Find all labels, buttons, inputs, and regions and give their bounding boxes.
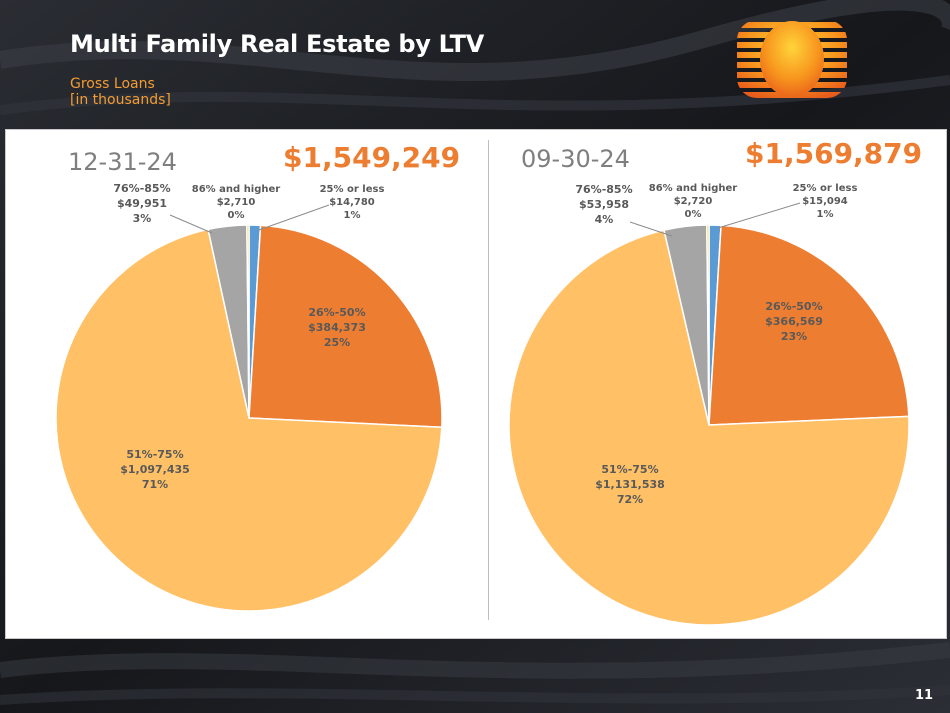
pie-1-percent-label-1: 23%	[781, 330, 807, 343]
pie-1-value-label-1: $366,569	[765, 315, 823, 328]
panel-divider	[488, 140, 489, 620]
total-left: $1,549,249	[283, 141, 461, 174]
pie-0-percent-label-4: 0%	[228, 210, 245, 221]
pie-1-category-label-1: 26%-50%	[765, 300, 822, 313]
pie-0-percent-label-1: 25%	[324, 336, 350, 349]
pie-0-category-label-2: 51%-75%	[126, 448, 183, 461]
pie-0-slice-2	[55, 228, 443, 612]
pie-0-percent-label-0: 1%	[344, 210, 361, 221]
pie-1-leader-0	[717, 202, 801, 229]
page-title: Multi Family Real Estate by LTV	[70, 30, 485, 58]
pie-0-value-label-4: $2,710	[217, 197, 256, 208]
pie-1-category-label-4: 86% and higher	[649, 183, 738, 194]
pie-1-leader-3	[629, 221, 673, 237]
pie-1-slice-2	[508, 229, 910, 626]
pie-1-category-label-3: 76%-85%	[575, 183, 632, 196]
pie-0-category-label-4: 86% and higher	[192, 184, 281, 195]
company-logo	[737, 21, 847, 98]
pie-0-value-label-0: $14,780	[329, 197, 375, 208]
pie-0-percent-label-3: 3%	[133, 212, 152, 225]
total-right: $1,569,879	[745, 137, 923, 170]
pie-0-value-label-1: $384,373	[308, 321, 366, 334]
pie-0-percent-label-2: 71%	[142, 478, 168, 491]
pie-1-percent-label-3: 4%	[595, 213, 614, 226]
pie-1-slice-4	[706, 224, 710, 426]
period-label-left: 12-31-24	[68, 148, 177, 176]
pie-1-value-label-0: $15,094	[802, 196, 848, 207]
pie-0-slice-1	[248, 224, 443, 429]
pie-1-percent-label-2: 72%	[617, 493, 643, 506]
pie-0-value-label-3: $49,951	[117, 197, 167, 210]
pie-1-value-label-4: $2,720	[674, 196, 713, 207]
pie-1-slice-1	[708, 224, 910, 426]
subtitle-line-1: Gross Loans	[70, 76, 155, 92]
pie-0-category-label-1: 26%-50%	[308, 306, 365, 319]
pie-0-category-label-3: 76%-85%	[113, 182, 170, 195]
pie-1-value-label-3: $53,958	[579, 198, 629, 211]
period-label-right: 09-30-24	[521, 145, 630, 173]
pie-1-value-label-2: $1,131,538	[595, 478, 665, 491]
pie-1-category-label-2: 51%-75%	[601, 463, 658, 476]
pie-0-category-label-0: 25% or less	[320, 184, 385, 195]
pie-0-value-label-2: $1,097,435	[120, 463, 190, 476]
pie-0-leader-0	[258, 204, 330, 231]
pie-1-percent-label-4: 0%	[685, 209, 702, 220]
pie-1-category-label-0: 25% or less	[793, 183, 858, 194]
pie-0-leader-3	[169, 214, 213, 234]
pie-1-percent-label-0: 1%	[817, 209, 834, 220]
subtitle-line-2: [in thousands]	[70, 92, 171, 108]
page-subtitle: Gross Loans [in thousands]	[70, 76, 171, 108]
pie-0-slice-4	[246, 224, 250, 419]
page-number: 11	[915, 688, 934, 703]
